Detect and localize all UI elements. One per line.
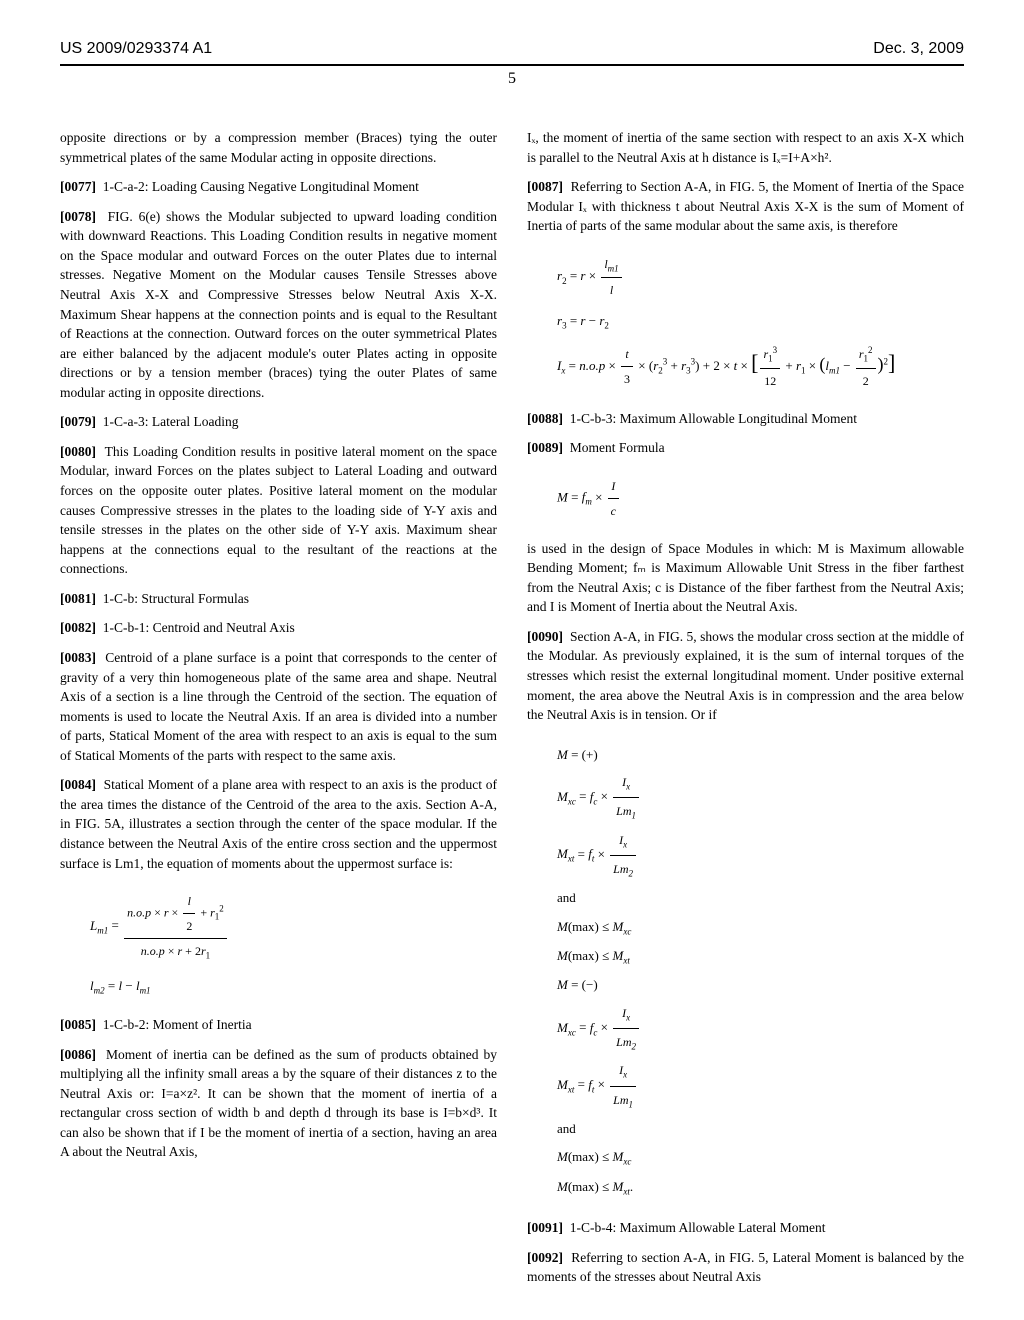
content-columns: opposite directions or by a compression … — [60, 128, 964, 1297]
paragraph-0083: [0083] Centroid of a plane surface is a … — [60, 648, 497, 765]
paragraph-0085: [0085] 1-C-b-2: Moment of Inertia — [60, 1015, 497, 1035]
paragraph-0080: [0080] This Loading Condition results in… — [60, 442, 497, 579]
paragraph-0077: [0077] 1-C-a-2: Loading Causing Negative… — [60, 177, 497, 197]
paragraph-0078: [0078] FIG. 6(e) shows the Modular subje… — [60, 207, 497, 403]
paragraph-continuation-right: Iₓ, the moment of inertia of the same se… — [527, 128, 964, 167]
paragraph-0079: [0079] 1-C-a-3: Lateral Loading — [60, 412, 497, 432]
paragraph-0088: [0088] 1-C-b-3: Maximum Allowable Longit… — [527, 409, 964, 429]
left-column: opposite directions or by a compression … — [60, 128, 497, 1297]
paragraph-0091: [0091] 1-C-b-4: Maximum Allowable Latera… — [527, 1218, 964, 1238]
formula-lm1: Lm1 = n.o.p × r × l2 + r12 n.o.p × r + 2… — [90, 889, 497, 999]
paragraph-0081: [0081] 1-C-b: Structural Formulas — [60, 589, 497, 609]
paragraph-0086: [0086] Moment of inertia can be defined … — [60, 1045, 497, 1162]
paragraph-0089: [0089] Moment Formula — [527, 438, 964, 458]
paragraph-0084: [0084] Statical Moment of a plane area w… — [60, 775, 497, 873]
header-divider — [60, 64, 964, 66]
formula-r2-r3-ix: r2 = r × lm1l r3 = r − r2 Ix = n.o.p × t… — [557, 252, 964, 393]
paragraph-0089-after: is used in the design of Space Modules i… — [527, 539, 964, 617]
formula-moment: M = fm × Ic — [557, 474, 964, 523]
paragraph-0092: [0092] Referring to section A-A, in FIG.… — [527, 1248, 964, 1287]
page-header: US 2009/0293374 A1 Dec. 3, 2009 — [60, 40, 964, 58]
publication-date: Dec. 3, 2009 — [873, 40, 964, 58]
paragraph-continuation: opposite directions or by a compression … — [60, 128, 497, 167]
formula-m-cases: M = (+) Mxc = fc × IxLm1 Mxt = ft × IxLm… — [557, 741, 964, 1202]
right-column: Iₓ, the moment of inertia of the same se… — [527, 128, 964, 1297]
patent-number: US 2009/0293374 A1 — [60, 40, 212, 58]
paragraph-0087: [0087] Referring to Section A-A, in FIG.… — [527, 177, 964, 236]
page-number: 5 — [60, 70, 964, 88]
paragraph-0082: [0082] 1-C-b-1: Centroid and Neutral Axi… — [60, 618, 497, 638]
paragraph-0090: [0090] Section A-A, in FIG. 5, shows the… — [527, 627, 964, 725]
